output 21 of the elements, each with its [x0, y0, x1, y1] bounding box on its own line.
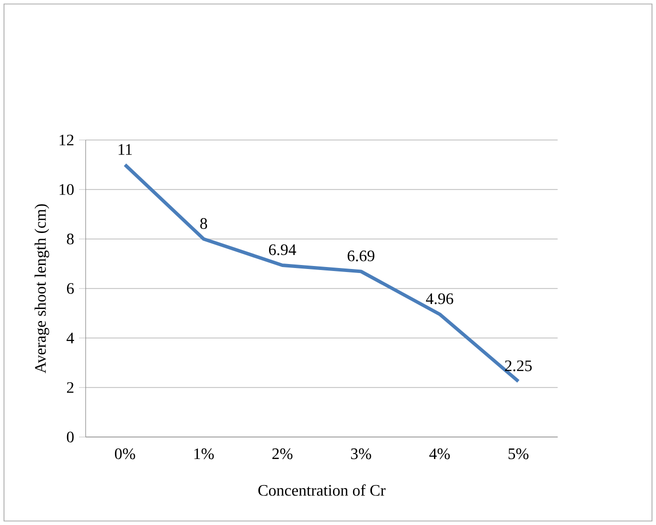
x-tick-label: 5% [508, 448, 528, 460]
y-tick-label: 10 [60, 184, 74, 195]
x-axis-title: Concentration of Cr [258, 484, 386, 496]
y-tick-label: 12 [60, 134, 74, 146]
data-label: 6.69 [348, 250, 374, 262]
y-tick-label: 4 [66, 332, 74, 344]
x-tick-label: 2% [272, 448, 292, 460]
x-tick-label: 4% [429, 448, 450, 460]
y-tick-label: 2 [67, 382, 74, 393]
x-tick-label: 0% [114, 448, 136, 460]
y-tick-label: 6 [66, 283, 74, 294]
y-axis-title: Average shoot length (cm) [34, 204, 50, 374]
data-label: 4.96 [426, 293, 454, 304]
x-tick-label: 1% [194, 448, 214, 460]
data-label: 8 [200, 218, 208, 229]
y-tick-label: 0 [66, 432, 74, 442]
data-label: 2.25 [505, 360, 532, 372]
y-tick-label: 8 [66, 234, 74, 244]
data-label: 11 [118, 144, 132, 155]
x-tick-label: 3% [351, 448, 372, 460]
data-label: 6.94 [269, 244, 296, 256]
